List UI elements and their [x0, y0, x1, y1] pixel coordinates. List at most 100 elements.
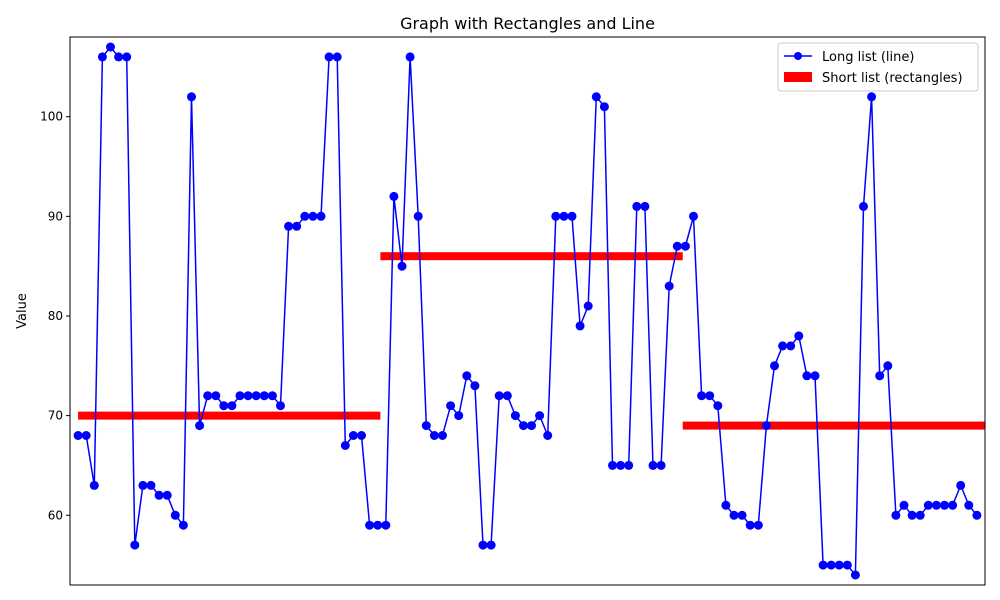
- data-point: [130, 540, 140, 550]
- data-point: [907, 510, 917, 520]
- data-point: [267, 391, 277, 401]
- data-point: [138, 480, 148, 490]
- data-point: [106, 42, 115, 52]
- data-point: [705, 391, 715, 401]
- data-point: [502, 391, 512, 401]
- data-point: [178, 520, 188, 530]
- data-point: [875, 371, 885, 381]
- legend-label-rectangles: Short list (rectangles): [822, 71, 963, 86]
- data-point: [972, 510, 982, 520]
- data-point: [73, 431, 83, 440]
- y-tick-label: 70: [48, 409, 63, 423]
- data-point: [867, 92, 877, 102]
- data-point: [583, 301, 593, 311]
- data-point: [575, 321, 585, 331]
- data-point: [243, 391, 253, 401]
- data-point: [308, 211, 318, 221]
- rectangle-bar: [380, 252, 683, 261]
- data-point: [672, 241, 682, 251]
- data-point: [187, 92, 196, 102]
- data-point: [438, 431, 447, 440]
- data-point: [494, 391, 504, 401]
- data-point: [624, 460, 634, 470]
- data-point: [737, 510, 747, 520]
- legend-label-line: Long list (line): [822, 50, 914, 65]
- data-point: [340, 441, 350, 450]
- chart-title: Graph with Rectangles and Line: [400, 14, 655, 33]
- data-point: [543, 431, 553, 440]
- data-point: [527, 421, 536, 431]
- data-point: [770, 361, 779, 371]
- data-point: [591, 92, 601, 102]
- data-point: [883, 361, 893, 371]
- data-point: [300, 211, 310, 221]
- data-point: [551, 211, 561, 221]
- data-point: [842, 560, 852, 570]
- data-point: [656, 460, 666, 470]
- data-point: [259, 391, 269, 401]
- data-point: [381, 520, 391, 530]
- data-point: [761, 421, 771, 431]
- data-point: [745, 520, 755, 530]
- data-point: [97, 52, 107, 62]
- data-point: [664, 281, 674, 291]
- legend: Long list (line) Short list (rectangles): [777, 42, 979, 92]
- data-point: [850, 570, 860, 580]
- data-point: [154, 490, 164, 500]
- data-point: [332, 52, 342, 62]
- data-point: [689, 211, 698, 221]
- data-point: [721, 500, 731, 510]
- data-point: [640, 201, 650, 211]
- data-point: [389, 191, 399, 201]
- data-point: [559, 211, 569, 221]
- data-point: [122, 52, 132, 62]
- data-point: [227, 401, 237, 411]
- data-point: [284, 221, 294, 231]
- data-point: [697, 391, 707, 401]
- data-point: [599, 102, 609, 112]
- data-point: [786, 341, 796, 351]
- data-point: [923, 500, 933, 510]
- data-point: [680, 241, 690, 251]
- data-point: [794, 331, 804, 341]
- data-point: [931, 500, 941, 510]
- data-point: [211, 391, 221, 401]
- data-point: [948, 500, 958, 510]
- data-point: [446, 401, 456, 411]
- data-point: [413, 211, 423, 221]
- data-point: [373, 520, 383, 530]
- data-point: [616, 460, 626, 470]
- legend-marker-swatch: [794, 52, 802, 60]
- data-point: [834, 560, 844, 570]
- data-point: [429, 431, 439, 440]
- data-point: [478, 540, 488, 550]
- data-point: [405, 52, 415, 62]
- data-point: [276, 401, 285, 411]
- markers-layer: [73, 42, 982, 580]
- data-point: [632, 201, 642, 211]
- data-point: [486, 540, 496, 550]
- data-point: [235, 391, 245, 401]
- y-tick-label: 60: [48, 508, 63, 522]
- data-point: [89, 480, 99, 490]
- data-point: [915, 510, 925, 520]
- data-point: [818, 560, 828, 570]
- data-point: [891, 510, 901, 520]
- legend-rect-swatch: [784, 72, 812, 82]
- data-point: [146, 480, 156, 490]
- data-point: [648, 460, 658, 470]
- data-point: [778, 341, 788, 351]
- data-point: [956, 480, 966, 490]
- data-point: [219, 401, 229, 411]
- data-point: [81, 431, 91, 440]
- data-point: [964, 500, 974, 510]
- rectangle-bar: [78, 411, 381, 420]
- data-point: [713, 401, 723, 411]
- data-point: [454, 411, 464, 421]
- data-point: [348, 431, 358, 440]
- y-tick-label: 90: [48, 209, 63, 223]
- data-point: [292, 221, 302, 231]
- data-point: [365, 520, 375, 530]
